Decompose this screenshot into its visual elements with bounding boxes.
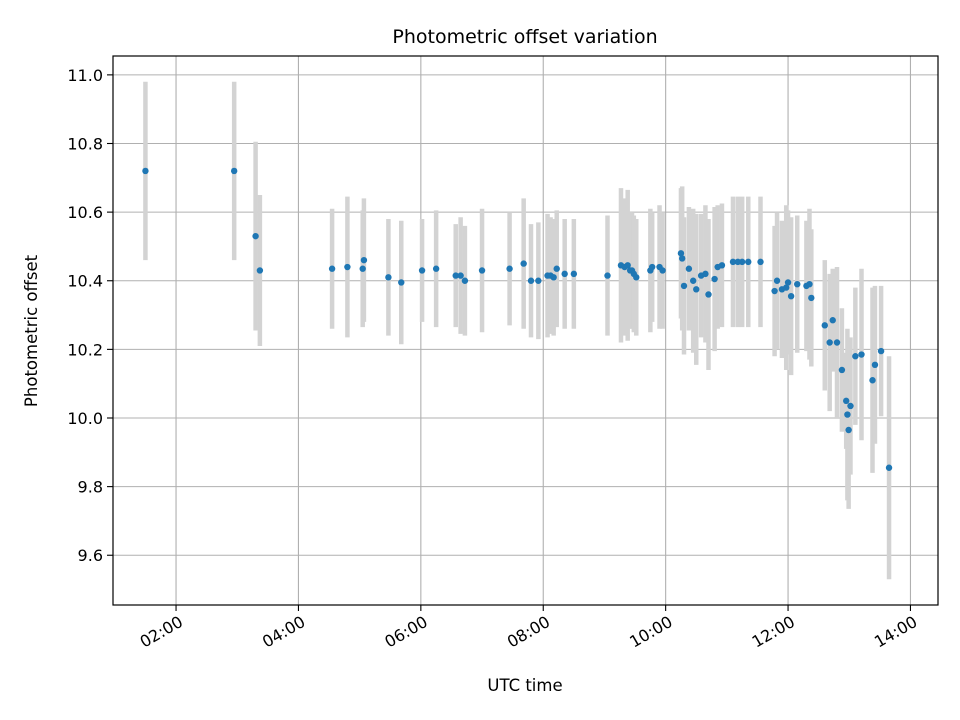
x-tick-label: 14:00	[871, 612, 920, 652]
data-point	[787, 292, 795, 300]
grid	[113, 56, 938, 605]
data-point	[773, 277, 781, 284]
data-point	[252, 232, 259, 240]
data-point	[461, 277, 469, 284]
data-point	[633, 274, 640, 281]
data-point	[570, 270, 578, 278]
error-bars	[143, 81, 892, 580]
y-axis-label: Photometric offset	[22, 254, 41, 407]
data-point	[745, 258, 752, 266]
data-point	[689, 277, 697, 284]
data-point	[418, 267, 426, 274]
y-tick-label: 11.0	[67, 66, 103, 85]
data-point	[398, 279, 405, 286]
plot-frame	[112, 55, 939, 606]
data-point	[648, 263, 656, 271]
y-tick-label: 9.6	[78, 546, 103, 565]
x-tick-label: 08:00	[504, 612, 553, 652]
data-point	[738, 258, 746, 266]
data-point	[344, 263, 351, 271]
data-point	[838, 366, 846, 374]
data-point	[718, 262, 726, 269]
data-point	[256, 267, 264, 274]
data-point	[624, 262, 631, 269]
data-point	[359, 265, 366, 272]
x-tick-label: 04:00	[259, 612, 308, 652]
data-point	[452, 272, 459, 279]
data-point	[432, 265, 440, 272]
data-point	[678, 255, 686, 262]
data-point	[757, 258, 764, 266]
data-point	[553, 265, 560, 272]
data-point	[808, 294, 815, 302]
chart-title: Photometric offset variation	[392, 26, 657, 48]
data-point	[527, 277, 535, 284]
data-point	[784, 279, 792, 286]
data-points	[142, 167, 893, 471]
y-axis: 9.6 9.8 10.0 10.2 10.4 10.6 10.8 11.0	[67, 66, 113, 565]
data-point	[659, 267, 666, 274]
x-axis: 02:00 04:00 06:00 08:00 10:00 12:00 14:00	[137, 605, 920, 652]
data-point	[702, 270, 709, 278]
x-axis-label: UTC time	[487, 676, 562, 695]
data-point	[794, 280, 801, 288]
data-point	[871, 361, 879, 369]
data-point	[693, 286, 700, 293]
data-point	[677, 250, 685, 257]
data-point	[877, 347, 885, 355]
x-tick-label: 02:00	[137, 612, 186, 652]
x-tick-label: 10:00	[626, 612, 675, 652]
y-tick-label: 10.4	[67, 272, 103, 291]
data-point	[561, 270, 568, 278]
data-point	[829, 317, 836, 324]
data-point	[783, 284, 790, 291]
data-point	[729, 258, 737, 266]
y-tick-label: 10.8	[67, 134, 103, 153]
data-point	[705, 291, 712, 298]
data-point	[520, 260, 527, 267]
data-point	[685, 265, 693, 272]
data-point	[385, 274, 392, 281]
data-point	[771, 287, 778, 295]
data-point	[506, 265, 513, 272]
data-point	[535, 277, 542, 284]
data-point	[604, 272, 611, 279]
data-point	[885, 464, 893, 471]
y-tick-label: 9.8	[78, 478, 103, 497]
data-point	[821, 322, 828, 329]
data-point	[328, 265, 336, 272]
data-point	[852, 353, 859, 360]
data-point	[550, 274, 557, 281]
data-point	[858, 351, 865, 358]
data-point	[833, 339, 841, 346]
data-point	[826, 339, 833, 346]
x-tick-label: 12:00	[749, 612, 798, 652]
data-point	[711, 275, 718, 283]
data-point	[142, 167, 149, 175]
data-point	[230, 167, 238, 175]
y-tick-label: 10.6	[67, 203, 103, 222]
y-tick-label: 10.2	[67, 340, 103, 359]
data-point	[845, 426, 852, 434]
data-point	[869, 377, 876, 384]
data-point	[806, 280, 813, 288]
y-tick-label: 10.0	[67, 409, 103, 428]
data-point	[457, 272, 464, 279]
data-point	[360, 256, 368, 264]
x-tick-label: 06:00	[381, 612, 430, 652]
data-point	[680, 282, 688, 290]
data-point	[844, 411, 851, 418]
data-point	[842, 397, 850, 405]
data-point	[847, 402, 854, 410]
data-point	[478, 267, 486, 274]
